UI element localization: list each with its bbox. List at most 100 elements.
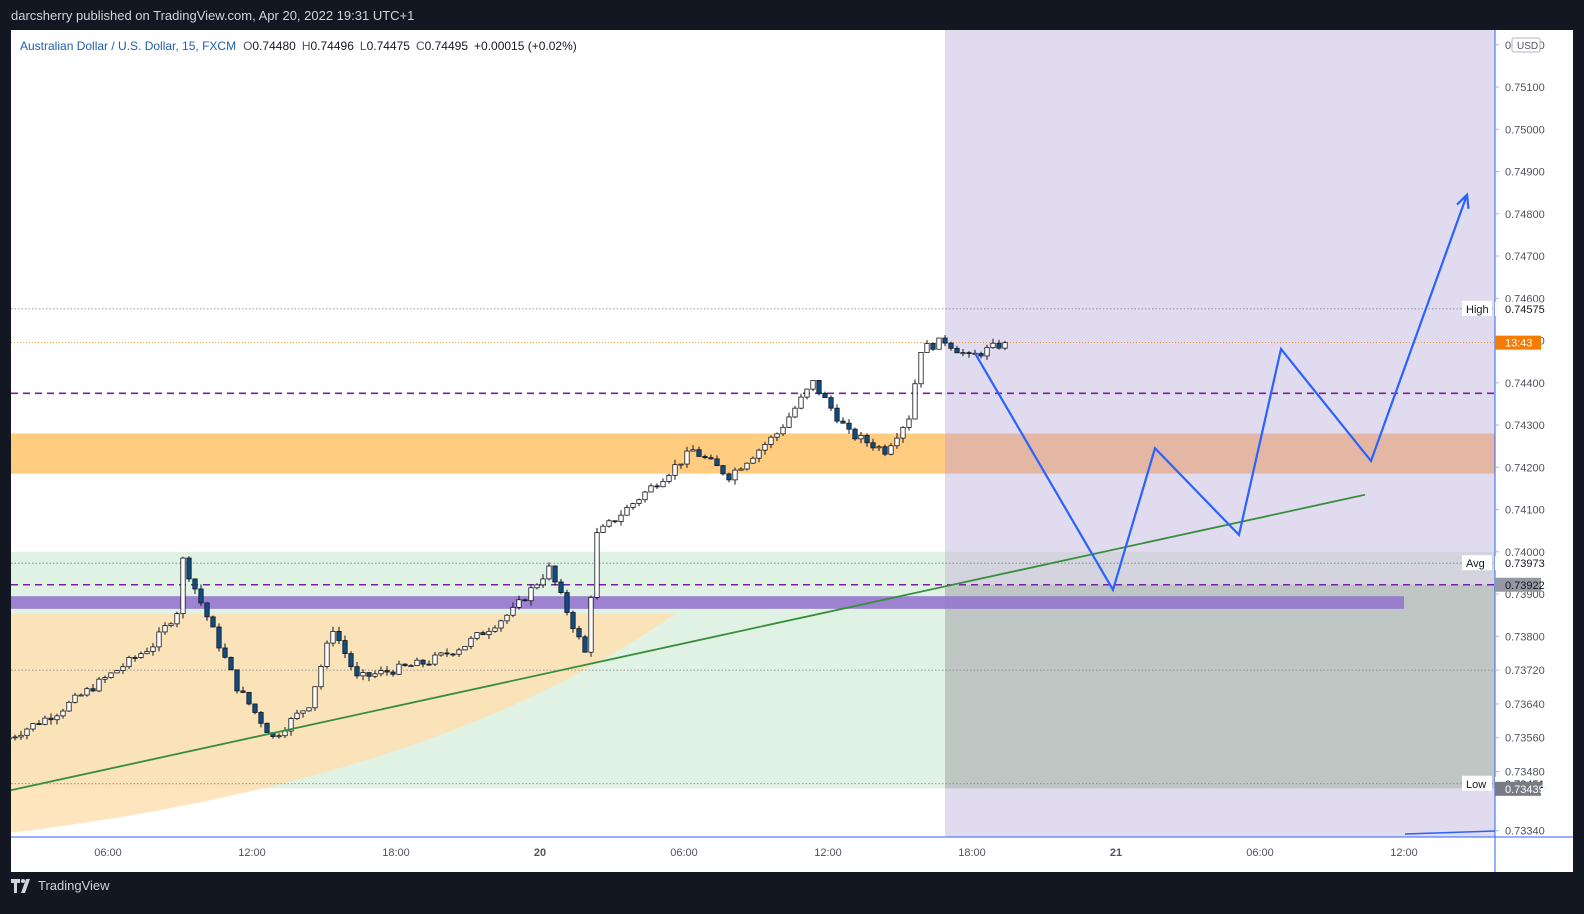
candle-body [804, 388, 810, 398]
candle-body [174, 613, 180, 625]
price-tick-label: 0.74900 [1505, 167, 1545, 179]
candle-body [450, 653, 456, 656]
candle-body [318, 666, 324, 688]
candle-body [456, 649, 462, 655]
candle-body [336, 630, 342, 641]
dashed-lower-value-tag: 0.73922 [1505, 580, 1545, 592]
legend-symbol: Australian Dollar / U.S. Dollar, 15, FXC… [20, 39, 236, 53]
candle-body [246, 691, 252, 705]
candle-body [360, 672, 366, 677]
candle-body [36, 723, 42, 725]
avg-value-tag: 0.73973 [1505, 558, 1545, 570]
candle-body [546, 565, 552, 580]
candle-body [822, 392, 828, 399]
candle-body [654, 485, 660, 488]
candle-body [204, 602, 210, 618]
candle-body [228, 656, 234, 671]
candle-body [108, 672, 114, 679]
candle-body [264, 722, 270, 734]
candle-body [312, 686, 318, 709]
candle-body [438, 652, 444, 656]
candle-body [498, 620, 504, 629]
candle-body [366, 672, 372, 677]
candle-body [636, 499, 642, 504]
high-value-tag: 0.74575 [1505, 304, 1545, 316]
candle-body [900, 426, 906, 439]
avg-value-tag-bg [1495, 556, 1541, 571]
candle-body [864, 434, 870, 444]
candle-body [114, 670, 120, 674]
candle-body [888, 445, 894, 455]
candle-body [924, 343, 930, 353]
low-marker-value-tag: 0.73439 [1505, 784, 1545, 796]
candle-body [882, 446, 888, 455]
legend-close: 0.74495 [425, 39, 469, 53]
candle-body [726, 473, 732, 481]
time-tick-label: 18:00 [958, 847, 986, 859]
candle-body [330, 630, 336, 644]
candle-body [750, 457, 756, 464]
projection-stub [1404, 830, 1495, 835]
candle-body [594, 532, 600, 598]
time-tick-label: 12:00 [1390, 847, 1418, 859]
candle-body [480, 632, 486, 636]
time-tick-label: 12:00 [238, 847, 266, 859]
candle-body [870, 442, 876, 449]
candle-body [732, 469, 738, 481]
candle-body [168, 623, 174, 626]
candle-body [306, 707, 312, 712]
candle-body [354, 666, 360, 677]
candle-body [918, 352, 924, 385]
candle-body [978, 353, 984, 357]
candle-body [852, 428, 858, 440]
price-tick-label: 0.75000 [1505, 124, 1545, 136]
legend-o-label: O [243, 39, 252, 53]
tradingview-logo[interactable]: TradingView [11, 878, 110, 893]
resistance-zone-orange [11, 433, 945, 474]
candle-body [534, 584, 540, 589]
candle-body [570, 612, 576, 629]
price-tick-label: 0.73640 [1505, 699, 1545, 711]
candle-body [678, 463, 684, 466]
candle-body [600, 525, 606, 533]
candle-body [522, 599, 528, 602]
candle-body [18, 734, 24, 738]
candle-body [162, 625, 168, 633]
candle-body [276, 735, 282, 738]
candle-body [582, 636, 588, 653]
candle-body [468, 637, 474, 647]
price-chart[interactable]: 0.752000.751000.750000.749000.748000.747… [0, 0, 1584, 872]
candle-body [744, 462, 750, 470]
candle-body [282, 730, 288, 737]
candle-body [708, 457, 714, 460]
candle-body [672, 464, 678, 476]
candle-body [576, 628, 582, 638]
candle-body [558, 581, 564, 593]
legend-low: 0.74475 [367, 39, 411, 53]
legend-l-label: L [360, 39, 367, 53]
candle-body [222, 647, 228, 658]
support-band-purple [11, 596, 1404, 609]
avg-caption: Avg [1466, 558, 1485, 570]
candle-body [996, 342, 1002, 349]
candle-body [510, 606, 516, 616]
candle-body [564, 592, 570, 613]
legend-change: +0.00015 (+0.02%) [474, 39, 577, 53]
candle-body [138, 653, 144, 658]
candle-body [810, 380, 816, 390]
candle-body [984, 347, 990, 357]
candle-body [198, 588, 204, 604]
candle-body [432, 654, 438, 665]
price-tick-label: 0.74100 [1505, 505, 1545, 517]
candle-body [216, 626, 222, 649]
candle-body [660, 481, 666, 488]
price-axis-panel [1495, 30, 1573, 837]
candle-body [408, 665, 414, 668]
candle-body [714, 458, 720, 467]
candle-body [150, 646, 156, 652]
candle-body [72, 694, 78, 703]
time-tick-label: 21 [1110, 847, 1122, 859]
countdown-tag-bg [1495, 335, 1541, 350]
published-header: darcsherry published on TradingView.com,… [0, 0, 1584, 30]
candle-body [504, 614, 510, 622]
